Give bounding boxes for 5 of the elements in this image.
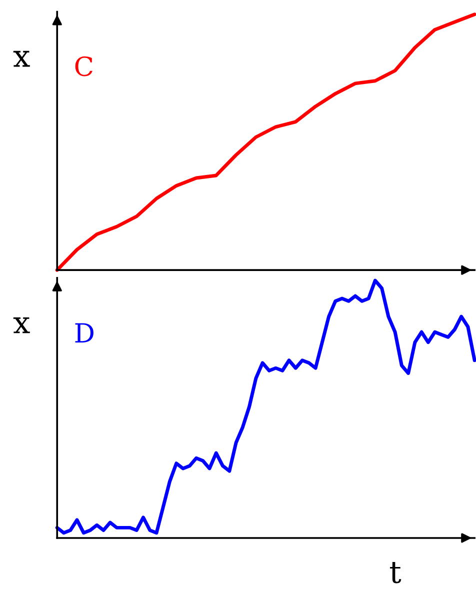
text: C [75, 56, 92, 76]
text: D [75, 323, 94, 342]
x-axis-title: t [390, 562, 402, 584]
y-axis-title: x [13, 317, 30, 334]
y-axis-title: x [13, 50, 30, 67]
